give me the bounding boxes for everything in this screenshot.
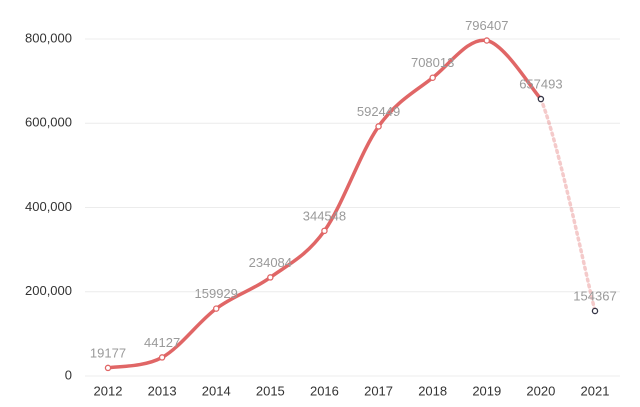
value-label: 657493 — [519, 76, 562, 91]
value-label: 154367 — [573, 288, 616, 303]
line — [107, 38, 543, 370]
point — [267, 274, 274, 281]
point — [537, 95, 545, 103]
point — [158, 354, 166, 361]
x-tick-label: 2012 — [94, 383, 123, 398]
x-tick-label: 2018 — [418, 383, 447, 398]
point — [375, 123, 382, 130]
x-tick-label: 2020 — [526, 383, 555, 398]
x-tick-label: 2015 — [256, 383, 285, 398]
y-tick-label: 0 — [65, 367, 72, 382]
value-label: 592449 — [357, 104, 400, 119]
x-tick-label: 2014 — [202, 383, 231, 398]
value-label: 159929 — [195, 286, 238, 301]
point — [321, 227, 328, 235]
point — [429, 74, 436, 81]
point — [212, 305, 220, 312]
value-label: 234084 — [249, 255, 292, 270]
value-label: 708013 — [411, 55, 454, 70]
value-label: 344548 — [303, 208, 346, 223]
x-tick-label: 2016 — [310, 383, 339, 398]
line-projection — [539, 97, 597, 313]
y-tick-label: 200,000 — [25, 283, 72, 298]
value-label: 796407 — [465, 18, 508, 33]
point — [104, 364, 112, 372]
x-tick-label: 2017 — [364, 383, 393, 398]
point — [483, 37, 491, 44]
x-tick-label: 2019 — [472, 383, 501, 398]
y-tick-label: 400,000 — [25, 199, 72, 214]
value-label: 44127 — [144, 335, 180, 350]
y-tick-label: 600,000 — [25, 115, 72, 130]
value-label: 19177 — [90, 345, 126, 360]
x-tick-label: 2013 — [148, 383, 177, 398]
x-tick-label: 2021 — [581, 383, 610, 398]
point — [591, 307, 599, 315]
y-tick-label: 800,000 — [25, 30, 72, 45]
